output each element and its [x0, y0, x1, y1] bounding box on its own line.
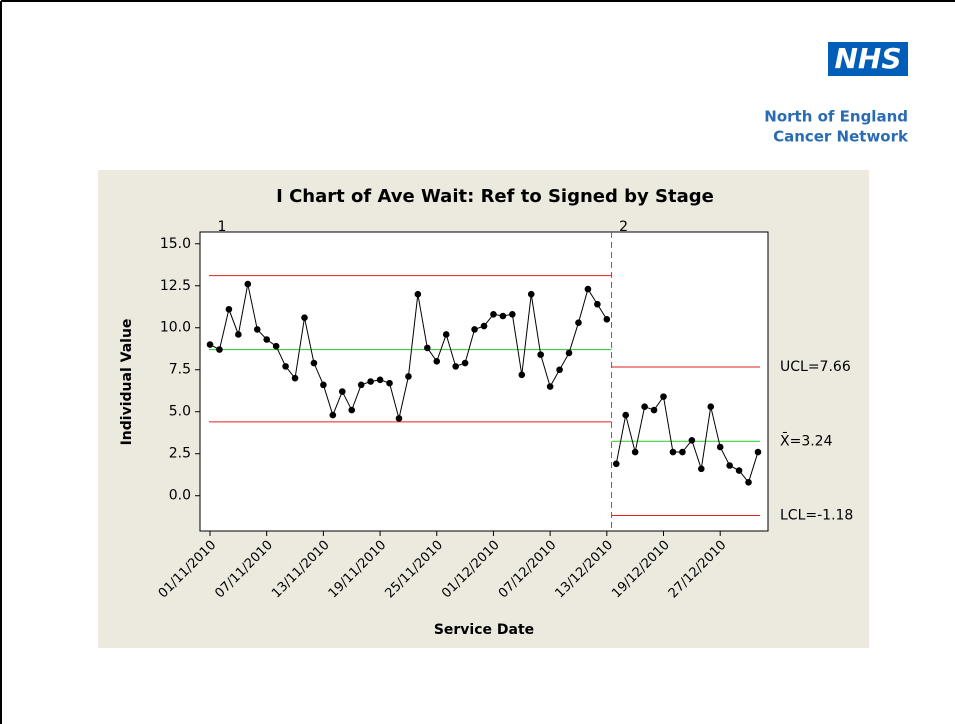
data-point [329, 411, 337, 419]
data-point [395, 415, 403, 422]
data-point [244, 280, 252, 288]
data-point [754, 448, 762, 456]
chart-title: I Chart of Ave Wait: Ref to Signed by St… [276, 186, 714, 207]
stage-label: 2 [619, 219, 628, 235]
nhs-logo [828, 42, 908, 76]
data-point [225, 305, 233, 313]
data-point [301, 314, 308, 321]
data-point [660, 393, 667, 400]
x-axis-label: Service Date [434, 622, 534, 638]
data-point [235, 331, 242, 338]
data-point [253, 326, 261, 333]
data-point [745, 478, 752, 486]
data-point [320, 381, 327, 389]
plot-area [199, 231, 769, 532]
data-point [669, 448, 677, 456]
data-point [348, 406, 356, 414]
data-point [310, 359, 318, 367]
y-tick-label: 7.5 [169, 362, 191, 378]
y-tick-label: 15.0 [160, 236, 191, 252]
data-point [556, 366, 563, 374]
data-point [386, 379, 393, 387]
data-point [376, 376, 384, 384]
data-point [546, 383, 554, 390]
data-point [631, 448, 639, 456]
data-line [615, 395, 759, 484]
data-point [527, 290, 535, 298]
data-point [716, 443, 724, 451]
data-point [480, 322, 488, 330]
data-point [575, 319, 582, 327]
data-point [641, 403, 648, 410]
data-point [272, 342, 280, 350]
data-point [622, 411, 630, 419]
data-point [461, 359, 469, 367]
y-tick-label: 5.0 [169, 404, 191, 420]
data-point [565, 349, 573, 357]
control-limit-label: LCL=-1.18 [780, 508, 853, 524]
data-point [338, 388, 346, 395]
y-tick-label: 10.0 [160, 320, 191, 336]
data-point [405, 373, 412, 380]
data-point [603, 316, 611, 323]
data-point [452, 363, 459, 370]
y-tick-label: 0.0 [169, 488, 191, 504]
data-point [594, 300, 601, 308]
y-tick-label: 2.5 [169, 446, 191, 462]
data-point [726, 462, 733, 469]
data-point [433, 358, 441, 365]
data-point [282, 363, 289, 370]
data-point [490, 311, 497, 318]
data-point [537, 351, 544, 358]
data-point [367, 378, 374, 385]
data-point [612, 460, 620, 468]
data-point [424, 344, 431, 352]
control-limit-label: X̄=3.24 [780, 432, 833, 450]
data-point [471, 326, 478, 333]
org-name: North of England [764, 108, 908, 126]
data-point [697, 465, 705, 473]
data-point [414, 290, 422, 298]
data-point [263, 336, 271, 343]
data-point [707, 403, 715, 410]
data-point [735, 467, 743, 474]
control-limit-label: UCL=7.66 [780, 359, 851, 375]
stage-label: 1 [218, 219, 227, 235]
data-point [650, 406, 658, 414]
data-point [499, 312, 507, 320]
data-point [291, 374, 299, 382]
data-point [509, 311, 516, 318]
y-axis-label: Individual Value [119, 319, 135, 446]
data-point [679, 448, 686, 456]
y-tick-label: 12.5 [160, 278, 191, 294]
data-point [584, 285, 592, 293]
data-point [518, 371, 526, 379]
nhs-logo-text: NHS [834, 42, 901, 75]
data-point [216, 346, 223, 353]
data-point [206, 341, 214, 348]
data-point [357, 381, 365, 389]
data-point [688, 436, 696, 444]
org-name: Cancer Network [773, 128, 909, 146]
data-point [442, 331, 450, 338]
